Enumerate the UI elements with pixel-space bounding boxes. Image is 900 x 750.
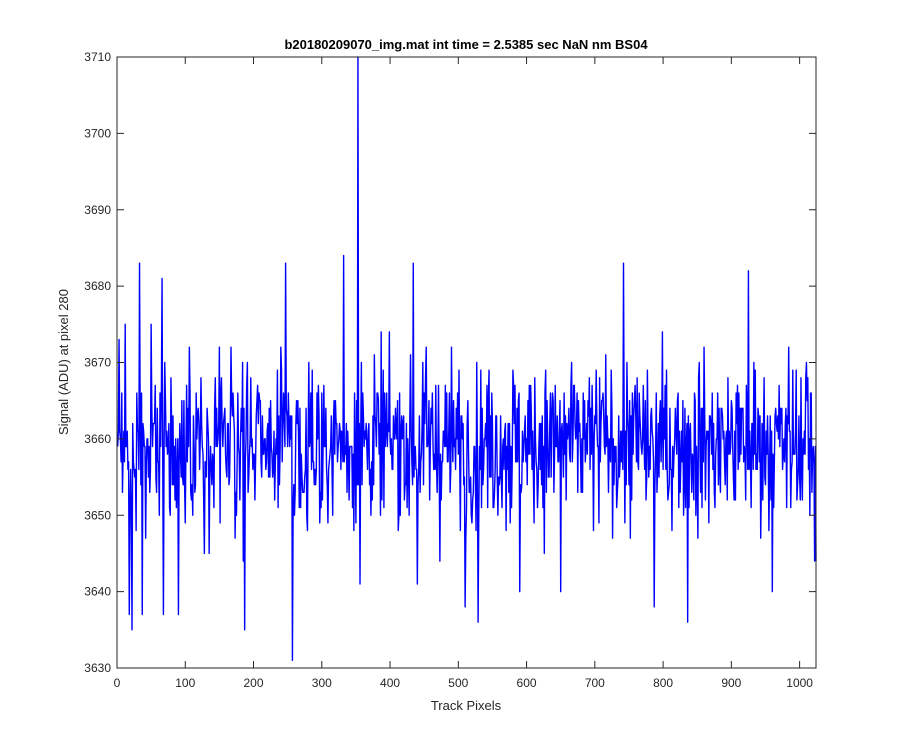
plot-area [117,57,816,668]
y-tick-label: 3640 [84,585,111,599]
y-tick-label: 3670 [84,356,111,370]
series-layer [116,56,817,662]
y-axis: 3630 3640 3650 3660 3670 3680 3690 3700 3710 [84,50,816,675]
y-tick-label: 3690 [84,203,111,217]
x-tick-label: 1000 [786,676,813,690]
x-tick-label: 200 [244,676,264,690]
x-axis: 0 100 200 300 400 500 600 700 800 900 1000 [114,57,813,690]
y-tick-label: 3700 [84,126,111,140]
y-tick-label: 3710 [84,50,111,64]
signal-series-line [116,56,817,662]
y-axis-label: Signal (ADU) at pixel 280 [56,289,71,435]
x-tick-label: 800 [653,676,673,690]
x-tick-label: 900 [721,676,741,690]
x-tick-label: 700 [585,676,605,690]
x-tick-label: 0 [114,676,121,690]
x-axis-label: Track Pixels [431,698,502,713]
chart-title: b20180209070_img.mat int time = 2.5385 s… [284,37,648,52]
y-tick-label: 3630 [84,661,111,675]
x-tick-label: 500 [448,676,468,690]
y-tick-label: 3650 [84,508,111,522]
x-tick-label: 100 [175,676,195,690]
x-tick-label: 600 [517,676,537,690]
y-tick-label: 3660 [84,432,111,446]
x-tick-label: 400 [380,676,400,690]
y-tick-label: 3680 [84,279,111,293]
x-tick-label: 300 [312,676,332,690]
